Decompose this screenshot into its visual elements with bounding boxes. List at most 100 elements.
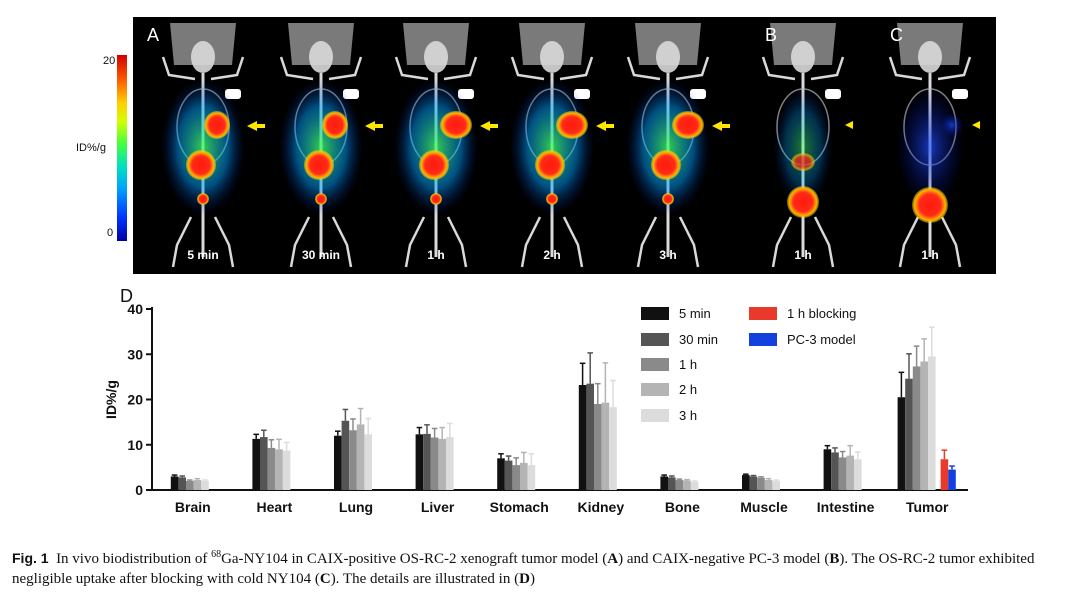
bar-intestine xyxy=(854,459,862,490)
bar-brain xyxy=(186,480,194,490)
x-tick-label: Intestine xyxy=(817,499,875,515)
skull xyxy=(656,41,680,73)
kidney-hotspot xyxy=(535,150,565,180)
caption-text-1: In vivo biodistribution of xyxy=(56,551,212,567)
hind-limbs xyxy=(289,216,353,268)
tumor-hotspot xyxy=(672,111,704,139)
x-tick-label: Liver xyxy=(421,499,455,515)
mouse-image-5: 3 h xyxy=(626,23,730,268)
bladder-hotspot xyxy=(315,193,327,205)
bar-intestine xyxy=(823,449,832,490)
front-limbs xyxy=(510,56,594,81)
bladder-hotspot xyxy=(430,193,442,205)
bar-bone xyxy=(683,480,691,490)
bar-kidney xyxy=(601,402,610,490)
kidney-hotspot xyxy=(791,153,815,171)
bladder-hotspot xyxy=(546,193,558,205)
x-tick-label: Heart xyxy=(257,499,293,515)
caption-isotope-superscript: 68 xyxy=(211,549,222,560)
bar-stomach xyxy=(520,462,528,490)
tumor-arrow xyxy=(712,121,730,131)
bar-bone xyxy=(690,481,699,490)
bar-brain xyxy=(201,480,209,490)
panel-label-d: D xyxy=(120,286,133,306)
body-uptake-glow xyxy=(161,79,245,215)
marker-bright-spot xyxy=(825,89,841,99)
caption-text-4: ). The OS-RC-2 tumor exhibited negligibl… xyxy=(12,551,1035,587)
bar-bone xyxy=(660,476,668,490)
legend-label: 2 h xyxy=(679,382,697,397)
legend-swatch xyxy=(641,358,669,371)
skull xyxy=(540,41,564,73)
time-label: 1 h xyxy=(794,248,811,262)
time-label: 5 min xyxy=(187,248,218,262)
caption-ref-d: D xyxy=(519,571,530,587)
hind-limbs xyxy=(898,216,962,268)
hind-limbs xyxy=(520,216,584,268)
bar-brain xyxy=(193,480,202,490)
bar-tumor xyxy=(940,459,949,490)
tumor-arrow xyxy=(247,121,265,131)
legend-swatch xyxy=(641,409,669,422)
bar-muscle xyxy=(757,477,765,490)
kidney-hotspot xyxy=(304,150,334,180)
tumor-hotspot xyxy=(556,111,588,139)
bladder-hotspot xyxy=(197,193,209,205)
blocked-tumor-region xyxy=(940,113,964,137)
hind-limbs xyxy=(771,216,835,268)
tumor-arrowhead xyxy=(972,121,980,129)
mouse-image-1: 5 min xyxy=(161,23,265,268)
bar-stomach xyxy=(504,460,513,490)
legend-label: 3 h xyxy=(679,408,697,423)
bar-lung xyxy=(341,420,350,490)
bar-heart xyxy=(275,449,283,490)
bar-heart xyxy=(252,438,260,490)
figure-caption: Fig. 1 In vivo biodistribution of 68Ga-N… xyxy=(12,548,1072,589)
caption-ref-b: B xyxy=(829,551,840,567)
tumor-hotspot xyxy=(204,111,230,139)
caption-figure-label: Fig. 1 xyxy=(12,550,49,566)
x-tick-label: Brain xyxy=(175,499,211,515)
bar-liver xyxy=(423,433,431,490)
legend-swatch xyxy=(641,383,669,396)
time-label: 30 min xyxy=(302,248,340,262)
colorbar-unit-label: ID%/g xyxy=(76,142,106,154)
legend-label: 5 min xyxy=(679,306,711,321)
tumor-hotspot xyxy=(322,111,348,139)
tumor-arrowhead xyxy=(845,121,853,129)
bar-kidney xyxy=(594,404,602,490)
bar-muscle xyxy=(749,476,758,490)
caption-text-3: ) and CAIX-negative PC-3 model ( xyxy=(618,551,830,567)
panel-label-a: A xyxy=(147,25,159,45)
hind-limbs xyxy=(404,216,468,268)
time-label: 1 h xyxy=(427,248,444,262)
bar-muscle xyxy=(764,480,773,490)
biodistribution-bar-chart: D 0 10 20 30 40 ID%/g Brain Heart Lung Liver Stomac… xyxy=(103,286,968,515)
pet-ct-image-panel: 5 min 30 min 1 h 2 h 3 h 1 h 1 h A B C xyxy=(133,17,996,274)
colorbar-max-label: 20 xyxy=(103,55,116,67)
bar-brain xyxy=(178,477,186,490)
marker-bright-spot xyxy=(952,89,968,99)
caption-ref-a: A xyxy=(607,551,619,567)
bar-lung xyxy=(349,430,357,490)
front-limbs xyxy=(161,56,245,81)
bar-lung xyxy=(356,424,365,490)
y-tick-label: 40 xyxy=(127,301,143,317)
bar-heart xyxy=(282,450,291,490)
skull xyxy=(918,41,942,73)
x-tick-label: Stomach xyxy=(490,499,549,515)
panel-label-c: C xyxy=(890,25,903,45)
y-axis-label: ID%/g xyxy=(103,380,119,419)
skull xyxy=(309,41,333,73)
caption-text-6: ) xyxy=(529,571,535,587)
hind-limbs xyxy=(636,216,700,268)
y-tick-label: 30 xyxy=(127,346,143,362)
body-uptake-glow xyxy=(279,79,363,215)
x-tick-label: Kidney xyxy=(577,499,624,515)
legend-swatch xyxy=(641,307,669,320)
bar-tumor xyxy=(928,356,936,490)
skull xyxy=(424,41,448,73)
bar-bone xyxy=(668,477,676,490)
bladder-hotspot xyxy=(912,187,948,223)
caption-text-2: Ga-NY104 in CAIX-positive OS-RC-2 xenogr… xyxy=(221,551,608,567)
